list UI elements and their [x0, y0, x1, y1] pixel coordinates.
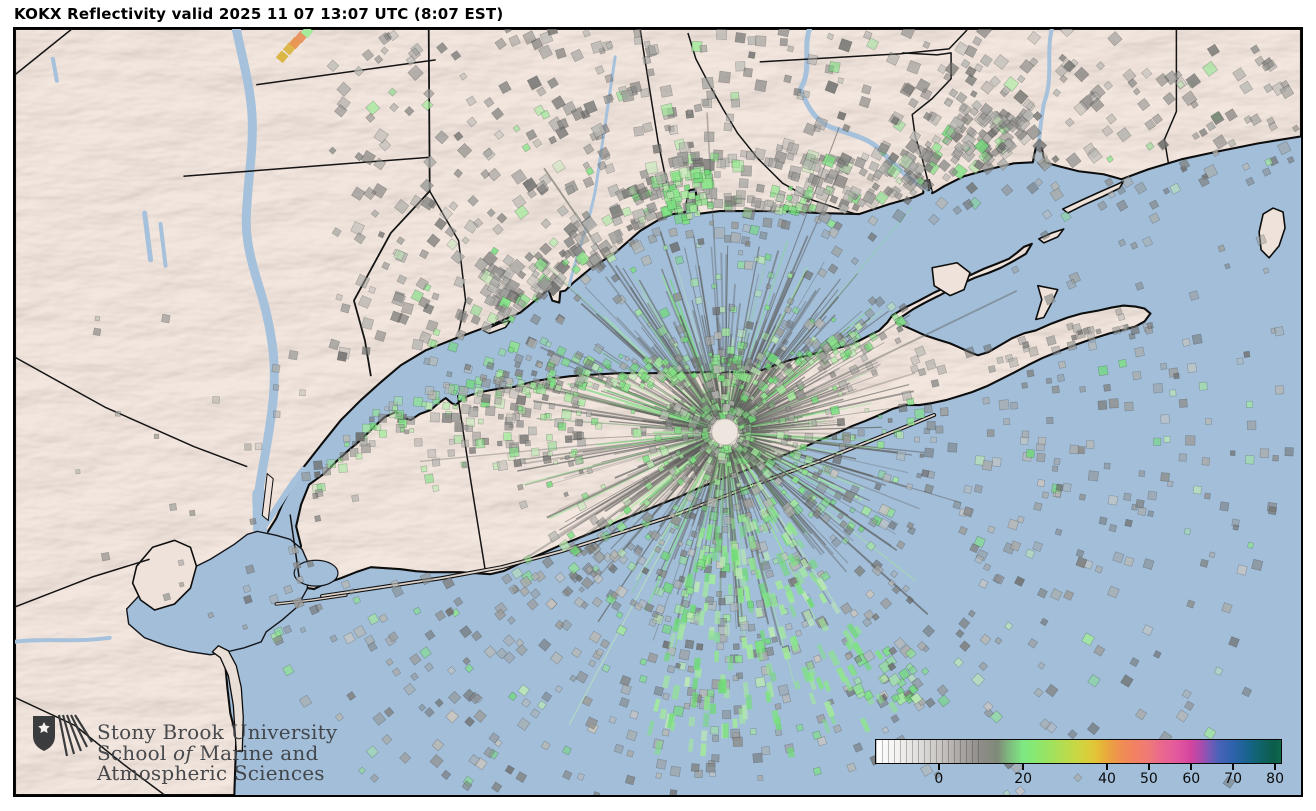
colorbar-gradient	[876, 740, 1281, 763]
radar-map-frame: 0 20 40 50 60 70 80 Stony Brook University Sch…	[13, 27, 1303, 797]
logo-line-1: Stony Brook University	[97, 720, 338, 744]
colorbar-tick-label: 60	[1182, 771, 1201, 787]
border-ny-nj	[15, 29, 73, 76]
colorbar-tick-label: 50	[1139, 771, 1158, 787]
jamaica-bay	[293, 559, 339, 587]
rockaway-barrier-inner	[275, 594, 347, 605]
colorbar-tick	[1105, 764, 1108, 770]
raritan-river	[15, 635, 112, 644]
colorbar-tick-label: 70	[1224, 771, 1243, 787]
page-title: KOKX Reflectivity valid 2025 11 07 13:07…	[14, 5, 504, 23]
colorbar-tick	[1274, 764, 1277, 770]
border-putnam	[256, 59, 436, 86]
colorbar-discrete-bands	[876, 740, 982, 763]
colorbar-ticks: 0 20 40 50 60 70 80	[875, 764, 1284, 790]
highland-lake-2	[158, 221, 168, 268]
logo-line-2: School of Marine and	[97, 740, 319, 765]
border-ct-ma	[759, 29, 968, 63]
sandy-hook-spit	[211, 644, 244, 752]
hudson-river	[231, 29, 279, 539]
colorbar-tick-label: 80	[1266, 771, 1284, 787]
plum-island	[1038, 228, 1065, 244]
shelter-island	[931, 261, 971, 297]
colorbar-tick	[1232, 764, 1235, 770]
colorbar-tick	[1022, 764, 1025, 770]
radar-echo-layer	[75, 29, 1300, 795]
colorbar-tick	[1147, 764, 1150, 770]
border-ct-ri	[1163, 29, 1178, 164]
east-river	[261, 466, 307, 530]
colorbar-tick-label: 20	[1014, 771, 1033, 787]
stony-brook-logo-text: Stony Brook University School of Marine …	[97, 722, 337, 784]
river-layer	[15, 29, 1054, 644]
border-nj-county-2	[15, 696, 165, 795]
highland-lake-1	[142, 210, 154, 263]
radar-map-canvas	[15, 29, 1301, 795]
small-pond	[50, 56, 59, 83]
border-nj-county-3	[15, 356, 248, 468]
border-westchester	[183, 156, 429, 177]
radar-site-center	[711, 418, 739, 446]
stony-brook-logo: Stony Brook University School of Marine …	[31, 714, 337, 784]
logo-line-3: Atmospheric Sciences	[97, 761, 325, 785]
hudson-river-mouth	[252, 487, 268, 540]
colorbar-tick	[1190, 764, 1193, 770]
colorbar-tick-label: 40	[1098, 771, 1116, 787]
colorbar	[875, 739, 1282, 764]
stony-brook-shield-icon	[33, 714, 93, 757]
border-nj-county-1	[15, 558, 150, 608]
staten-island	[131, 539, 198, 611]
fishers-island	[1061, 180, 1125, 214]
manhattan-island	[261, 472, 274, 522]
harbor-layer	[125, 472, 339, 752]
colorbar-tick-label: 0	[934, 771, 944, 787]
colorbar-tick	[937, 764, 940, 770]
